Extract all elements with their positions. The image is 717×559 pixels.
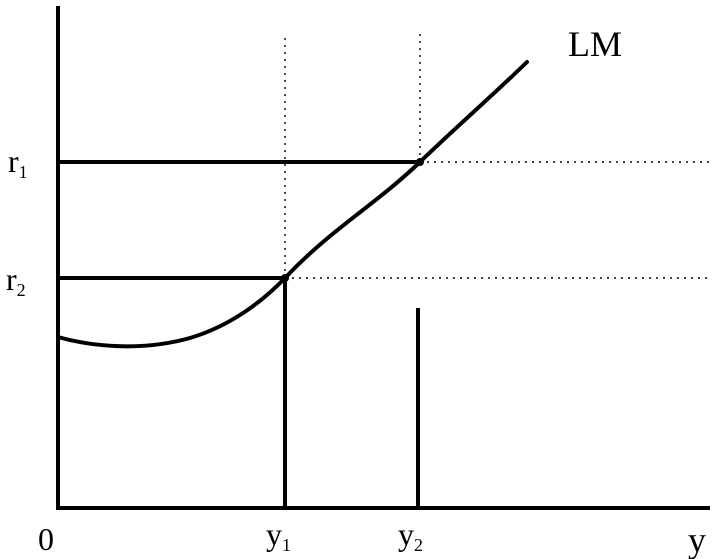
intersection-point-r1-y2 [416,158,424,166]
y2-label: y2 [398,516,423,555]
r1-label-main: r [8,143,19,179]
intersection-point-r2-y1 [281,274,289,282]
origin-label: 0 [38,521,54,557]
r1-label: r1 [8,143,28,182]
lm-curve-label: LM [568,24,622,64]
r2-label-sub: 2 [17,280,26,300]
y1-label-main: y [266,516,282,552]
y1-label: y1 [266,516,291,555]
r1-label-sub: 1 [19,162,28,182]
y2-label-sub: 2 [414,535,423,555]
y1-label-sub: 1 [282,535,291,555]
r2-label-main: r [6,261,17,297]
y2-label-main: y [398,516,414,552]
lm-curve [56,60,529,349]
r2-label: r2 [6,261,26,300]
x-axis-label: y [688,520,706,559]
